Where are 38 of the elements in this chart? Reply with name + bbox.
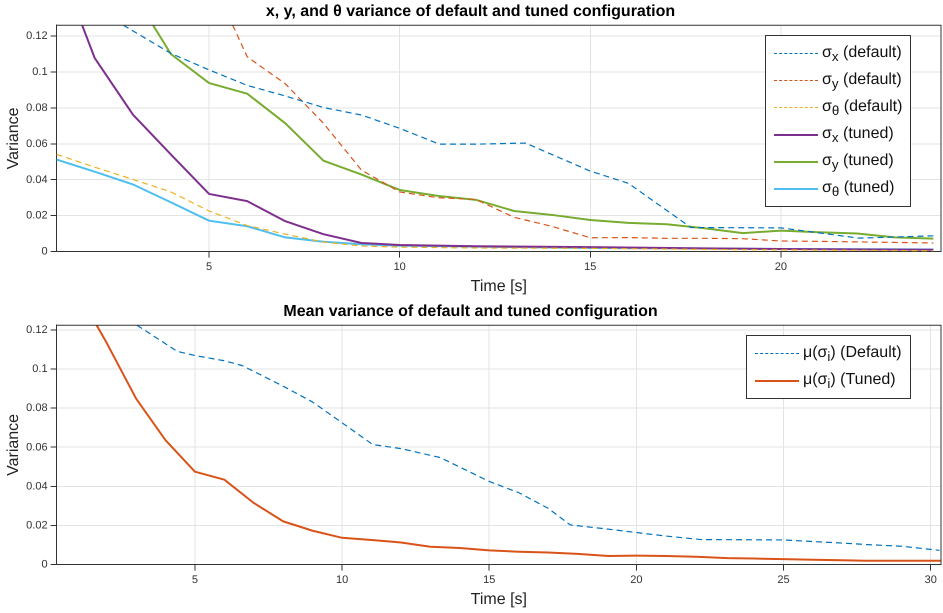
y-tick-label: 0 xyxy=(41,246,48,258)
y-tick-label: 0.02 xyxy=(26,520,48,532)
chart-title: Mean variance of default and tuned configuration xyxy=(283,303,658,320)
legend-label: σ$_{θ}$ (default) xyxy=(822,98,902,118)
legend-label: σ$_{x}$ (tuned) xyxy=(822,124,894,145)
x-tick-label: 15 xyxy=(483,574,496,586)
x-tick-label: 5 xyxy=(192,574,198,586)
x-axis-title: Time [s] xyxy=(470,278,527,295)
y-tick-label: 0.06 xyxy=(26,441,48,454)
y-tick-label: 0.12 xyxy=(26,30,48,42)
y-axis-title: Variance xyxy=(5,107,22,170)
x-tick-label: 25 xyxy=(777,574,790,586)
y-tick-label: 0.08 xyxy=(26,402,48,414)
y-tick-label: 0.04 xyxy=(26,480,48,492)
x-tick-label: 15 xyxy=(584,261,596,274)
legend-label: μ(σ$_{i}$) (Default) xyxy=(803,344,902,364)
y-tick-label: 0.1 xyxy=(32,66,48,78)
y-axis-title: Variance xyxy=(5,414,22,476)
x-tick-label: 10 xyxy=(394,261,406,274)
y-tick-label: 0 xyxy=(41,558,48,571)
y-tick-label: 0.12 xyxy=(26,324,48,336)
x-axis-title: Time [s] xyxy=(470,590,527,608)
legend-label: μ(σ$_{i}$) (Tuned) xyxy=(803,370,896,391)
y-tick-label: 0.08 xyxy=(26,102,48,114)
legend-label: σ$_{θ}$ (tuned) xyxy=(822,178,894,199)
y-tick-label: 0.02 xyxy=(26,210,48,222)
y-tick-label: 0.04 xyxy=(26,174,48,186)
x-tick-label: 20 xyxy=(630,574,643,586)
x-tick-label: 30 xyxy=(924,574,937,586)
x-tick-label: 20 xyxy=(774,261,788,274)
legend-label: σ$_{y}$ (tuned) xyxy=(822,152,894,172)
y-tick-label: 0.06 xyxy=(26,138,48,150)
legend-label: σ$_{x}$ (default) xyxy=(822,44,902,64)
x-tick-label: 5 xyxy=(206,261,212,274)
y-tick-label: 0.1 xyxy=(32,363,48,376)
chart-title: x, y, and θ variance of default and tuned configuration xyxy=(266,3,676,20)
x-tick-label: 10 xyxy=(336,574,348,586)
legend-label: σ$_{y}$ (default) xyxy=(822,70,902,91)
